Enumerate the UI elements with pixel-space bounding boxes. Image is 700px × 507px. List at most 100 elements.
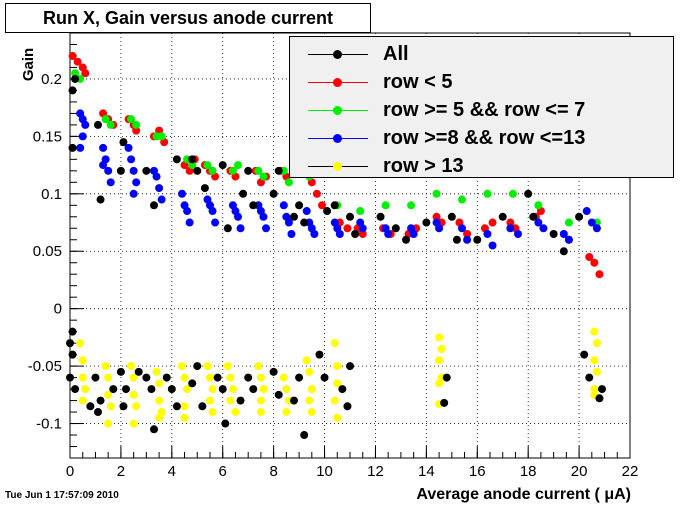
data-point-all [422,218,431,227]
data-point-all [218,385,227,394]
data-point-row-8-row-13 [99,161,108,170]
data-point-row-5-row-7 [106,120,115,129]
data-point-row-8-row-13 [99,143,108,152]
data-point-row-13 [129,419,138,428]
data-point-all [274,390,283,399]
data-point-all [290,396,298,405]
y-tick-label: 0.2 [41,71,62,88]
data-point-all [221,419,230,428]
data-point-all [300,431,309,440]
data-point-row-5 [463,230,472,239]
data-point-row-5 [595,270,604,279]
data-point-row-13 [206,373,214,382]
data-point-all [193,166,202,175]
y-tick-label: -0.1 [36,416,62,433]
legend-marker [333,162,342,171]
data-point-row-5-row-7 [508,189,517,198]
legend-label: row > 13 [383,155,464,177]
data-point-row-13 [129,390,138,399]
data-point-all [71,74,80,83]
data-point-row-5-row-7 [381,201,390,210]
data-point-row-13 [259,385,268,394]
data-point-all [442,373,451,382]
data-point-row-5 [73,57,82,66]
data-point-all [559,247,568,256]
timestamp: Tue Jun 1 17:57:09 2010 [5,490,119,501]
data-point-row-5 [318,201,326,210]
data-point-all [96,195,105,204]
data-point-all [188,379,197,388]
data-point-all [529,212,538,221]
legend: All row < 5 row >= 5 && row <= 7 row >=8 &&… [289,36,674,178]
data-point-row-8-row-13 [592,224,601,233]
data-point-row-8-row-13 [384,230,393,239]
legend-label: All [383,43,409,65]
data-point-row-13 [330,339,339,348]
data-point-row-8-row-13 [155,184,164,193]
data-point-all [193,362,202,371]
data-point-row-13 [282,385,291,394]
data-point-row-13 [279,373,288,382]
data-point-all [239,189,248,198]
data-point-row-13 [435,333,444,342]
data-point-row-5-row-7 [157,132,166,141]
x-tick-label: 20 [571,463,588,480]
data-point-all [269,189,278,198]
data-point-row-5-row-7 [132,120,141,129]
data-point-all [498,212,507,221]
x-tick-label: 0 [66,463,74,480]
data-point-row-13 [180,413,189,422]
data-point-all [343,402,352,411]
data-point-row-13 [206,396,214,405]
data-point-row-5-row-7 [534,201,543,210]
data-point-row-13 [104,373,113,382]
data-point-row-8-row-13 [236,224,245,233]
data-point-row-13 [106,402,115,411]
data-point-row-8-row-13 [185,218,194,227]
data-point-row-8-row-13 [234,212,242,221]
x-tick-label: 12 [367,463,384,480]
data-point-row-5 [68,51,77,60]
data-point-row-8-row-13 [582,207,591,216]
data-point-row-13 [333,362,342,371]
data-point-row-13 [333,413,342,422]
x-tick-label: 18 [520,463,537,480]
data-point-row-13 [104,390,113,399]
data-point-row-13 [155,379,164,388]
data-point-row-5-row-7 [228,166,237,175]
x-tick-label: 10 [316,463,333,480]
data-point-row-8-row-13 [287,230,296,239]
data-point-row-5 [585,252,594,261]
x-tick-label: 14 [418,463,435,480]
data-point-all [119,138,128,147]
data-point-all [330,201,339,210]
data-point-all [71,385,80,394]
data-point-all [142,166,151,175]
data-point-all [150,425,158,434]
data-point-row-8-row-13 [129,166,138,175]
data-point-all [473,235,482,244]
data-point-all [116,166,125,175]
data-point-row-5-row-7 [407,201,416,210]
y-tick-label: -0.05 [28,358,62,375]
data-point-row-8-row-13 [483,230,492,239]
x-tick-label: 4 [168,463,176,480]
data-point-row-13 [333,379,342,388]
data-point-all [94,408,102,417]
data-point-row-8-row-13 [262,224,270,233]
data-point-all [142,373,151,382]
legend-entry: row >= 5 && row <= 7 [290,97,673,125]
data-point-all [122,385,130,394]
data-point-row-8-row-13 [127,155,136,164]
data-point-row-8-row-13 [81,120,90,129]
y-tick-label: 0.15 [33,128,62,145]
data-point-all [188,155,197,164]
data-point-row-13 [256,396,265,405]
y-tick-label: 0.05 [33,243,62,260]
data-point-all [376,212,385,221]
data-point-all [595,394,604,403]
data-point-row-13 [435,379,444,388]
data-point-row-5-row-7 [234,161,242,170]
data-point-row-13 [256,373,265,382]
data-point-row-8-row-13 [559,230,568,239]
